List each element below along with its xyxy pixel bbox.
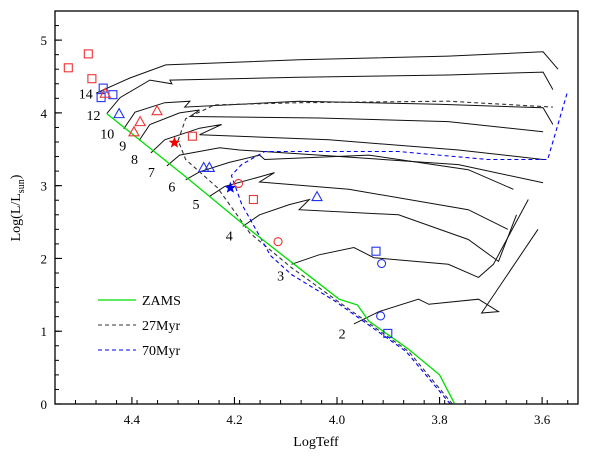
y-tick-label: 2 <box>41 251 48 266</box>
mass-label-14: 14 <box>79 87 93 102</box>
mass-label-7: 7 <box>148 166 155 181</box>
evolutionary-tracks <box>95 51 559 325</box>
x-tick-label: 4.4 <box>124 412 141 427</box>
mass-label-12: 12 <box>87 109 101 124</box>
x-tick-label: 3.8 <box>431 412 447 427</box>
y-axis-title-close: ) <box>9 174 24 179</box>
marker-triangle-10 <box>99 87 112 98</box>
track-2msun <box>353 229 539 325</box>
marker-circle-20 <box>234 178 244 189</box>
legend-label-27myr: 27Myr <box>142 319 180 334</box>
isochrone-27myr <box>177 100 553 404</box>
track-3msun <box>291 199 529 278</box>
mass-label-9: 9 <box>119 140 126 155</box>
marker-square-0 <box>63 63 73 73</box>
legend-label-70myr: 70Myr <box>142 344 180 359</box>
legend: ZAMS 27Myr 70Myr <box>98 294 181 359</box>
marker-triangle-12 <box>134 115 147 127</box>
mass-label-5: 5 <box>193 198 200 213</box>
legend-label-zams: ZAMS <box>142 294 181 309</box>
marker-circle-21 <box>273 237 283 247</box>
marker-square-3 <box>187 131 197 141</box>
y-axis-title-sub: sun <box>16 179 27 193</box>
marker-square-8 <box>371 246 381 256</box>
marker-triangle-13 <box>128 125 140 137</box>
mass-label-4: 4 <box>226 229 233 244</box>
y-tick-label: 4 <box>41 106 48 121</box>
x-axis-title: LogTeff <box>293 435 339 450</box>
zams-line <box>106 113 455 404</box>
track-9msun <box>138 109 544 141</box>
mass-label-6: 6 <box>168 181 175 196</box>
mass-label-3: 3 <box>277 269 284 284</box>
marker-circle-23 <box>376 311 386 321</box>
y-tick-label: 0 <box>41 397 48 412</box>
track-7msun <box>166 147 544 184</box>
track-10msun <box>123 100 554 130</box>
marker-star-19 <box>224 181 237 193</box>
plot-frame <box>54 10 579 405</box>
marker-square-1 <box>83 49 93 59</box>
track-12msun <box>106 71 554 114</box>
marker-circle-22 <box>377 258 387 269</box>
zams-line-group <box>106 113 455 404</box>
y-axis-title-main: Log(L/L <box>9 193 24 241</box>
y-tick-label: 3 <box>41 179 48 194</box>
y-tick-label: 5 <box>41 33 48 48</box>
track-5msun <box>209 172 509 230</box>
track-4msun <box>242 198 517 263</box>
mass-label-10: 10 <box>100 127 114 142</box>
y-axis-title: Log(L/Lsun) <box>9 174 27 241</box>
marker-triangle-14 <box>113 107 126 119</box>
track-14msun <box>95 51 559 94</box>
marker-star-18 <box>168 136 181 148</box>
x-tick-label: 4.2 <box>226 412 242 427</box>
marker-square-9 <box>383 328 393 338</box>
marker-triangle-17 <box>311 190 323 202</box>
marker-triangle-16 <box>203 161 216 173</box>
marker-triangle-11 <box>151 104 163 116</box>
marker-square-4 <box>248 194 258 205</box>
x-tick-label: 4.0 <box>329 412 345 427</box>
isochrones <box>177 90 569 404</box>
x-tick-label: 3.6 <box>534 412 551 427</box>
marker-triangle-15 <box>197 161 210 173</box>
star-markers <box>63 49 393 338</box>
isochrone-70myr <box>230 90 569 404</box>
mass-label-2: 2 <box>339 328 346 343</box>
track-8msun <box>150 124 544 160</box>
mass-label-8: 8 <box>131 153 138 168</box>
marker-square-2 <box>87 74 97 84</box>
y-tick-label: 1 <box>41 324 48 339</box>
